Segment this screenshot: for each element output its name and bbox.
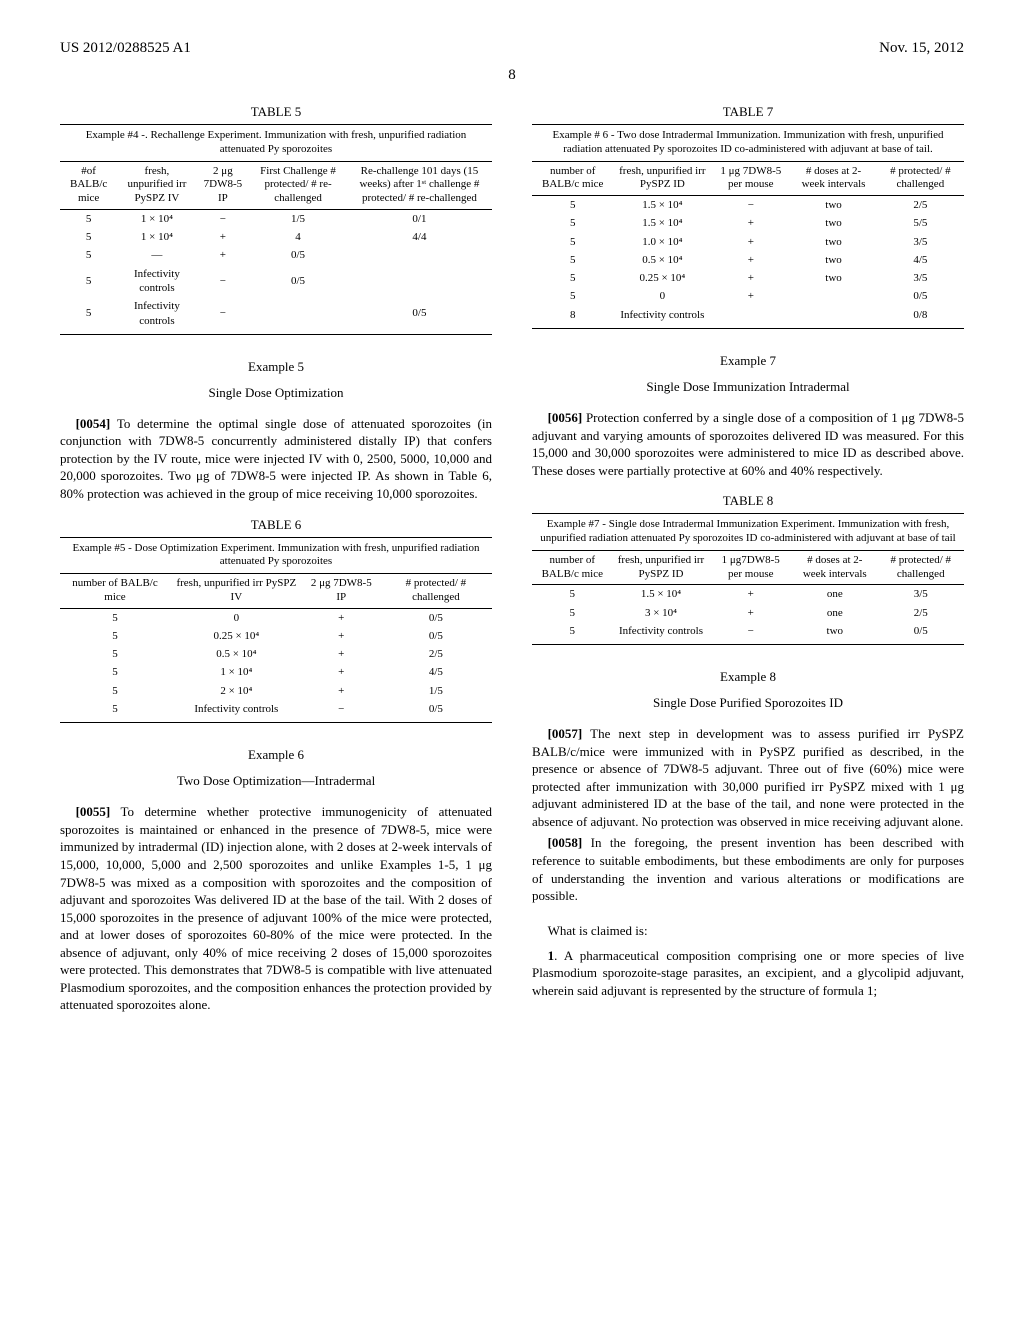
table-row: 50.25 × 10⁴+0/5 xyxy=(60,627,492,645)
table6-h1: fresh, unpurified irr PySPZ IV xyxy=(170,574,303,608)
table8-h2: 1 μg7DW8-5 per mouse xyxy=(709,551,792,585)
page-header: US 2012/0288525 A1 Nov. 15, 2012 xyxy=(60,40,964,57)
table6-h0: number of BALB/c mice xyxy=(60,574,170,608)
example8-sub: Single Dose Purified Sporozoites ID xyxy=(532,695,964,711)
table-row: 51.0 × 10⁴+two3/5 xyxy=(532,233,964,251)
para-num: [0054] xyxy=(76,416,111,431)
table-row: 53 × 10⁴+one2/5 xyxy=(532,604,964,622)
para-0055: [0055] To determine whether protective i… xyxy=(60,803,492,1014)
table7-body: 51.5 × 10⁴−two2/5 51.5 × 10⁴+two5/5 51.0… xyxy=(532,196,964,329)
table-row: 51 × 10⁴+44/4 xyxy=(60,228,492,246)
right-column: TABLE 7 Example # 6 - Two dose Intraderm… xyxy=(532,104,964,1018)
table6-label: TABLE 6 xyxy=(60,517,492,533)
para-0058: [0058] In the foregoing, the present inv… xyxy=(532,834,964,904)
table7-h1: fresh, unpurified irr PySPZ ID xyxy=(613,162,711,196)
table-row: 51.5 × 10⁴+one3/5 xyxy=(532,585,964,604)
table-row: 50.5 × 10⁴+2/5 xyxy=(60,645,492,663)
table5-h2: 2 μg 7DW8-5 IP xyxy=(197,162,250,210)
two-column-layout: TABLE 5 Example #4 -. Rechallenge Experi… xyxy=(60,104,964,1018)
table5-label: TABLE 5 xyxy=(60,104,492,120)
para-0057: [0057] The next step in development was … xyxy=(532,725,964,830)
table7-h2: 1 μg 7DW8-5 per mouse xyxy=(711,162,790,196)
page-number: 8 xyxy=(60,67,964,84)
table-row: 51.5 × 10⁴+two5/5 xyxy=(532,214,964,232)
table-row: 51 × 10⁴+4/5 xyxy=(60,663,492,681)
table-row: 51.5 × 10⁴−two2/5 xyxy=(532,196,964,215)
table-row: 5Infectivity controls−0/5 xyxy=(60,700,492,723)
example5-sub: Single Dose Optimization xyxy=(60,385,492,401)
table7-caption: Example # 6 - Two dose Intradermal Immun… xyxy=(532,124,964,162)
table-row: 5Infectivity controls−0/5 xyxy=(60,265,492,298)
table-row: 50+0/5 xyxy=(532,287,964,305)
table5-body: 51 × 10⁴−1/50/1 51 × 10⁴+44/4 5—+0/5 5In… xyxy=(60,209,492,334)
para-num: [0056] xyxy=(548,410,583,425)
table8-label: TABLE 8 xyxy=(532,493,964,509)
table8-h3: # doses at 2-week intervals xyxy=(792,551,877,585)
table6-body: 50+0/5 50.25 × 10⁴+0/5 50.5 × 10⁴+2/5 51… xyxy=(60,608,492,723)
example5-heading: Example 5 xyxy=(60,359,492,375)
table-row: 50.25 × 10⁴+two3/5 xyxy=(532,269,964,287)
table6-h3: # protected/ # challenged xyxy=(380,574,492,608)
table-row: 5Infectivity controls−two0/5 xyxy=(532,622,964,645)
table-row: 51 × 10⁴−1/50/1 xyxy=(60,209,492,228)
table5-h1: fresh, unpurified irr PySPZ IV xyxy=(117,162,196,210)
para-text: In the foregoing, the present invention … xyxy=(532,835,964,903)
table8: number of BALB/c mice fresh, unpurified … xyxy=(532,551,964,645)
table7-h4: # protected/ # challenged xyxy=(877,162,964,196)
example8-heading: Example 8 xyxy=(532,669,964,685)
table8-caption: Example #7 - Single dose Intradermal Imm… xyxy=(532,513,964,551)
table8-h0: number of BALB/c mice xyxy=(532,551,613,585)
example7-sub: Single Dose Immunization Intradermal xyxy=(532,379,964,395)
para-0054: [0054] To determine the optimal single d… xyxy=(60,415,492,503)
table-row: 50+0/5 xyxy=(60,608,492,627)
table6-h2: 2 μg 7DW8-5 IP xyxy=(303,574,380,608)
table5: #of BALB/c mice fresh, unpurified irr Py… xyxy=(60,162,492,335)
pub-number: US 2012/0288525 A1 xyxy=(60,40,191,57)
table6: number of BALB/c mice fresh, unpurified … xyxy=(60,574,492,723)
para-text: The next step in development was to asse… xyxy=(532,726,964,829)
table7-h3: # doses at 2-week intervals xyxy=(790,162,876,196)
pub-date: Nov. 15, 2012 xyxy=(879,40,964,57)
para-text: Protection conferred by a single dose of… xyxy=(532,410,964,478)
para-num: [0058] xyxy=(548,835,583,850)
table-row: 50.5 × 10⁴+two4/5 xyxy=(532,251,964,269)
table5-h0: #of BALB/c mice xyxy=(60,162,117,210)
table5-h4: Re-challenge 101 days (15 weeks) after 1… xyxy=(347,162,492,210)
table-row: 5Infectivity controls−0/5 xyxy=(60,297,492,334)
claim-1: 1. A pharmaceutical composition comprisi… xyxy=(532,947,964,1000)
example7-heading: Example 7 xyxy=(532,353,964,369)
patent-page: US 2012/0288525 A1 Nov. 15, 2012 8 TABLE… xyxy=(0,0,1024,1058)
table8-h4: # protected/ # challenged xyxy=(878,551,964,585)
para-num: [0057] xyxy=(548,726,583,741)
table-row: 5—+0/5 xyxy=(60,246,492,264)
table5-h3: First Challenge # protected/ # re-challe… xyxy=(249,162,347,210)
table5-caption: Example #4 -. Rechallenge Experiment. Im… xyxy=(60,124,492,162)
claim-text: . A pharmaceutical composition comprisin… xyxy=(532,948,964,998)
claims-heading: What is claimed is: xyxy=(532,923,964,939)
table6-caption: Example #5 - Dose Optimization Experimen… xyxy=(60,537,492,575)
table8-h1: fresh, unpurified irr PySPZ ID xyxy=(613,551,710,585)
left-column: TABLE 5 Example #4 -. Rechallenge Experi… xyxy=(60,104,492,1018)
example6-sub: Two Dose Optimization—Intradermal xyxy=(60,773,492,789)
table7-h0: number of BALB/c mice xyxy=(532,162,613,196)
para-text: To determine the optimal single dose of … xyxy=(60,416,492,501)
table8-body: 51.5 × 10⁴+one3/5 53 × 10⁴+one2/5 5Infec… xyxy=(532,585,964,645)
para-0056: [0056] Protection conferred by a single … xyxy=(532,409,964,479)
table7: number of BALB/c mice fresh, unpurified … xyxy=(532,162,964,330)
para-num: [0055] xyxy=(76,804,111,819)
example6-heading: Example 6 xyxy=(60,747,492,763)
table-row: 52 × 10⁴+1/5 xyxy=(60,682,492,700)
table7-label: TABLE 7 xyxy=(532,104,964,120)
table-row: 8Infectivity controls0/8 xyxy=(532,306,964,329)
para-text: To determine whether protective immunoge… xyxy=(60,804,492,1012)
